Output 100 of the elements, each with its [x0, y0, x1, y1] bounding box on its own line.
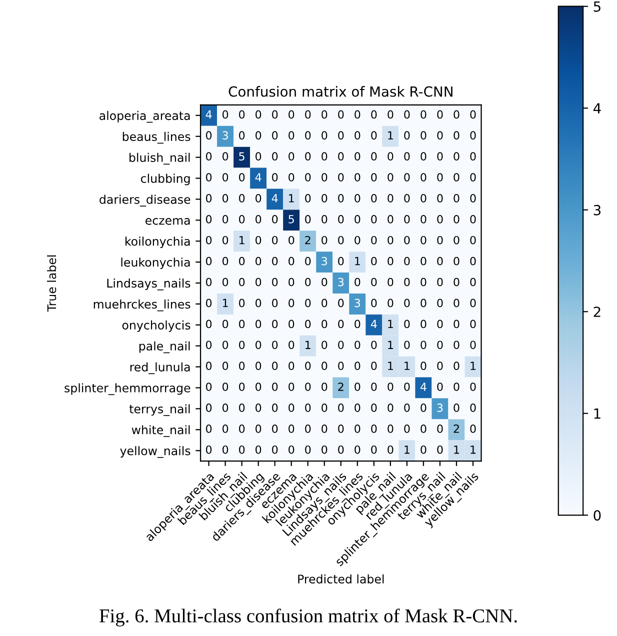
data-label: 2 — [305, 236, 310, 244]
data-label: 0 — [354, 382, 360, 391]
data-label: 0 — [354, 404, 360, 412]
data-label: 0 — [305, 131, 311, 140]
data-label: 0 — [420, 152, 426, 161]
y-tick-label: red_lunula — [130, 362, 190, 374]
data-label: 0 — [322, 424, 328, 433]
data-label: 0 — [470, 110, 476, 119]
data-label: 1 — [289, 194, 294, 202]
data-label: 0 — [239, 110, 245, 119]
data-label: 0 — [388, 256, 394, 266]
data-label: 1 — [239, 236, 244, 244]
data-label: 0 — [338, 298, 344, 308]
data-label: 0 — [239, 173, 245, 182]
data-label: 0 — [256, 256, 262, 266]
data-label: 0 — [338, 236, 344, 244]
data-label: 3 — [338, 278, 344, 286]
data-label: 0 — [256, 320, 262, 328]
data-label: 0 — [288, 236, 294, 244]
data-label: 0 — [470, 214, 476, 224]
data-label: 0 — [454, 404, 460, 412]
data-label: 0 — [388, 173, 394, 182]
data-label: 0 — [420, 110, 426, 119]
data-label: 0 — [437, 256, 443, 266]
data-label: 3 — [354, 298, 360, 308]
y-tick-label: white_nail — [132, 425, 190, 437]
data-label: 0 — [454, 173, 460, 182]
data-label: 0 — [388, 298, 394, 308]
data-label: 0 — [354, 340, 360, 350]
caption: Fig. 6. Multi-class confusion matrix of Mask R-CNN. — [100, 608, 517, 626]
data-label: 0 — [338, 131, 344, 140]
data-label: 0 — [305, 256, 311, 266]
data-label: 0 — [222, 236, 228, 244]
data-label: 0 — [272, 256, 278, 266]
data-label: 1 — [388, 362, 393, 370]
data-label: 1 — [404, 362, 410, 370]
data-label: 1 — [306, 340, 310, 349]
data-label: 0 — [454, 382, 460, 391]
data-label: 0 — [437, 173, 443, 182]
data-label: 0 — [437, 214, 443, 224]
data-label: 0 — [354, 131, 360, 140]
data-label: 0 — [288, 424, 294, 433]
data-label: 0 — [272, 131, 278, 140]
data-label: 0 — [404, 236, 410, 244]
data-label: 0 — [288, 445, 294, 454]
data-label: 0 — [288, 173, 294, 182]
data-label: 0 — [388, 278, 394, 286]
data-label: 0 — [288, 278, 294, 286]
data-label: 0 — [371, 214, 377, 224]
x-axis-title: Predicted label — [298, 574, 384, 584]
data-label: 0 — [222, 173, 228, 182]
data-label: 0 — [338, 110, 344, 119]
data-label: 3 — [222, 131, 228, 140]
data-label: 0 — [371, 236, 377, 244]
data-label: 0 — [272, 298, 278, 308]
data-label: 0 — [371, 110, 377, 119]
data-label: 0 — [338, 214, 344, 224]
data-label: 0 — [206, 131, 212, 140]
data-label: 0 — [272, 214, 278, 224]
data-label: 0 — [470, 256, 476, 266]
y-tick-label: pale_nail — [139, 341, 190, 354]
data-label: 0 — [322, 173, 328, 182]
data-label: 0 — [354, 445, 360, 454]
data-label: 0 — [288, 362, 294, 370]
data-label: 0 — [272, 278, 278, 286]
data-label: 0 — [288, 382, 294, 391]
data-label: 0 — [437, 131, 443, 140]
data-label: 0 — [338, 152, 344, 161]
data-label: 0 — [388, 152, 394, 161]
y-tick-label: bluish_nail — [130, 152, 190, 165]
data-label: 0 — [454, 278, 460, 286]
data-label: 0 — [322, 110, 328, 119]
data-label: 0 — [222, 445, 228, 454]
data-label: 0 — [388, 194, 394, 202]
y-tick-label: koilonychia — [126, 236, 190, 248]
data-label: 0 — [420, 131, 426, 140]
data-label: 0 — [256, 236, 262, 244]
data-label: 0 — [371, 152, 377, 161]
y-tick-label: leukonychia — [121, 258, 190, 270]
data-label: 0 — [420, 298, 426, 308]
data-label: 0 — [437, 152, 443, 161]
data-label: 0 — [305, 382, 311, 391]
data-label: 0 — [206, 278, 212, 286]
data-label: 0 — [322, 236, 328, 244]
data-label: 0 — [322, 298, 328, 308]
data-label: 0 — [272, 320, 278, 328]
data-label: 0 — [454, 194, 460, 202]
data-label: 0 — [470, 320, 476, 328]
data-label: 0 — [272, 362, 278, 370]
data-label: 0 — [256, 404, 262, 412]
data-label: 0 — [371, 424, 377, 433]
data-label: 0 — [470, 236, 476, 244]
data-label: 0 — [272, 382, 278, 391]
data-label: 0 — [206, 236, 212, 244]
data-label: 0 — [437, 362, 443, 370]
data-label: 0 — [288, 152, 294, 161]
data-label: 5 — [239, 152, 244, 161]
data-label: 0 — [371, 278, 377, 286]
data-label: 0 — [338, 173, 344, 182]
data-label: 0 — [454, 110, 460, 119]
